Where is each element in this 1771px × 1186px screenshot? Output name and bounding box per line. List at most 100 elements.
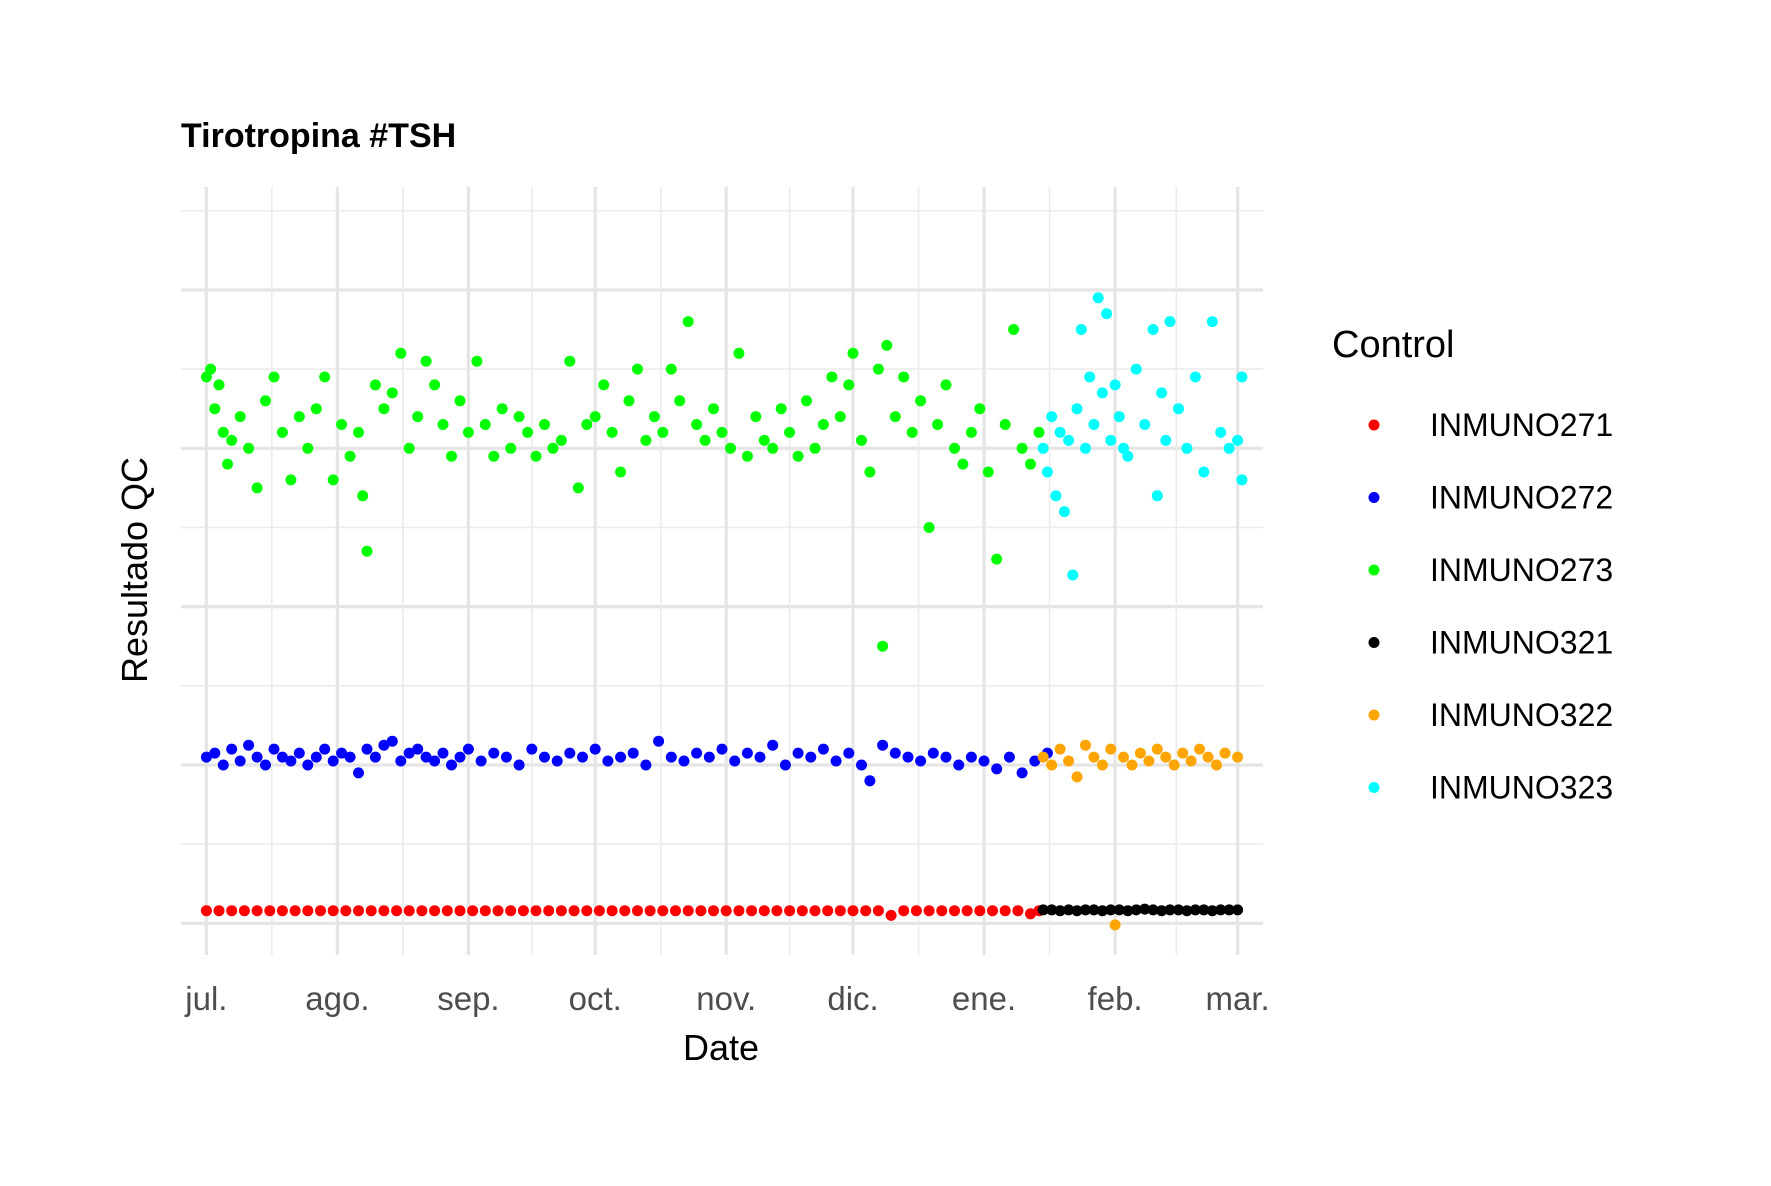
data-point [1046,759,1058,771]
x-tick-label: dic. [827,980,878,1017]
legend-key [1368,564,1380,576]
data-point [1168,759,1180,771]
data-point [416,905,428,917]
data-point [860,905,872,917]
data-point [344,450,356,462]
data-point [251,482,263,494]
data-point [1041,466,1053,478]
data-point [1151,490,1163,502]
data-point [319,743,331,755]
data-point [648,411,660,423]
data-point [1088,904,1100,916]
data-point [741,747,753,759]
data-point [1016,767,1028,779]
legend-label: INMUNO321 [1430,625,1613,661]
legend-label: INMUNO272 [1430,480,1613,516]
data-point [1122,450,1134,462]
data-point [530,450,542,462]
data-point [949,442,960,454]
data-point [1223,904,1235,916]
data-point [1016,442,1028,454]
data-point [817,743,829,755]
data-point [454,905,466,917]
data-point [1063,755,1075,767]
data-point [898,371,910,383]
data-point [885,909,897,921]
data-point [369,379,381,391]
data-point [750,411,762,423]
data-point [353,905,364,917]
legend-key [1368,492,1380,503]
data-point [801,395,812,407]
data-point [741,450,753,462]
data-point [403,442,415,454]
data-point [691,747,703,759]
data-point [513,411,525,423]
data-point [1164,316,1176,328]
data-point [953,759,965,771]
data-point [251,905,263,917]
legend: Control INMUNO271 INMUNO272 INMUNO273 INMUN… [1332,324,1613,806]
data-point [310,403,322,415]
data-point [1139,903,1151,915]
grid [181,187,1263,955]
data-point [974,403,986,415]
data-point [1050,490,1062,502]
data-point [1202,751,1214,763]
data-point [403,747,415,759]
x-tick-label: jul. [184,980,227,1017]
data-point [632,905,643,917]
data-point [1109,379,1121,391]
data-point [234,411,246,423]
data-point [1236,371,1248,383]
data-point [872,363,884,375]
data-point [517,905,529,917]
data-point [940,379,952,391]
data-point [1173,904,1184,916]
data-point [572,482,584,494]
data-point [395,347,407,359]
data-point [217,426,229,438]
data-point [864,775,876,787]
data-point [488,450,500,462]
data-point [1236,474,1248,486]
data-point [602,755,614,767]
data-point [1181,442,1193,454]
data-point [505,442,517,454]
data-point [915,755,927,767]
data-point [1054,426,1066,438]
data-point [1054,743,1066,755]
x-tick-label: sep. [437,980,499,1017]
data-point [365,905,377,917]
data-point [619,905,631,917]
data-point [856,434,867,446]
data-point [665,751,677,763]
data-point [1211,759,1222,771]
data-point [932,419,944,430]
data-point [386,387,398,399]
data-point [716,426,728,438]
data-point [386,735,398,747]
data-point [1088,419,1100,430]
data-point [1232,751,1244,763]
data-point [792,450,804,462]
data-point [915,395,927,407]
data-point [1037,442,1049,454]
data-point [264,905,276,917]
data-point [606,426,618,438]
data-point [437,419,449,430]
data-point [708,403,719,415]
data-point [1147,324,1159,335]
data-point [1143,755,1155,767]
data-point [1194,743,1206,755]
data-point [1080,904,1091,916]
data-point [817,419,829,430]
data-point [674,395,686,407]
data-point [327,474,339,486]
data-point [1206,905,1218,917]
data-point [961,905,973,917]
data-point [1219,747,1231,759]
data-point [522,426,534,438]
data-point [513,759,525,771]
